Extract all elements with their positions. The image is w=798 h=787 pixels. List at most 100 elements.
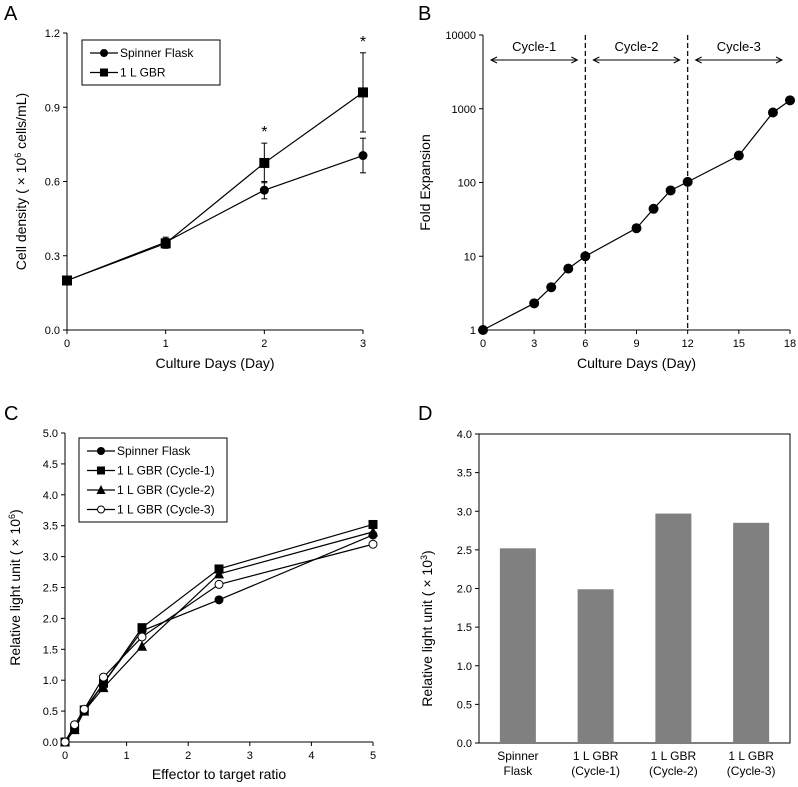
legend-marker <box>97 447 105 455</box>
cycle-label: Cycle-3 <box>717 39 761 54</box>
data-point <box>358 151 368 161</box>
x-axis-label: Culture Days (Day) <box>577 355 696 371</box>
data-point <box>358 87 368 98</box>
y-tick-label: 2.0 <box>457 584 472 596</box>
y-tick-label: 3.0 <box>43 552 58 564</box>
data-point <box>137 640 147 651</box>
y-tick-label: 3.5 <box>457 468 472 480</box>
data-point <box>368 526 378 537</box>
y-tick-label: 1.5 <box>43 644 58 656</box>
data-point <box>62 275 72 286</box>
data-point <box>160 238 171 249</box>
data-point <box>214 568 224 579</box>
cycle-arrowhead <box>592 56 600 64</box>
y-tick-label: 3.5 <box>43 521 58 533</box>
legend-marker <box>97 505 105 514</box>
data-point <box>563 263 574 274</box>
series-line <box>64 531 374 743</box>
y-tick-label: 2.5 <box>43 583 58 595</box>
data-point <box>665 185 676 196</box>
cycle-arrowhead <box>673 56 681 64</box>
y-tick-label: 2.0 <box>43 613 58 625</box>
panel-c: C 0.0 0.5 1.0 1.5 2.0 2.5 3.0 3.5 4.0 4.5 5.0 0 1 2 3 4 5… <box>4 403 378 782</box>
x-tick-label: 1 <box>124 750 130 762</box>
legend-marker <box>96 485 106 494</box>
x-category-label: (Cycle-1) <box>571 764 620 778</box>
x-axis-label: Culture Days (Day) <box>155 355 274 371</box>
legend-marker <box>100 68 108 77</box>
x-tick-label: 6 <box>582 338 588 350</box>
y-tick-label: 0.0 <box>45 325 60 337</box>
y-tick-label: 0.9 <box>45 102 60 114</box>
y-tick-label: 4.0 <box>43 490 58 502</box>
legend-box <box>81 39 221 86</box>
data-point <box>259 157 270 168</box>
cycle-arrowhead <box>571 56 579 64</box>
y-tick-label: 0.0 <box>457 738 472 750</box>
x-tick-label: 9 <box>633 338 639 350</box>
bar <box>577 589 614 743</box>
series-line <box>66 154 364 282</box>
data-point <box>529 298 540 309</box>
data-point <box>214 579 224 589</box>
y-tick-label: 1.2 <box>45 28 60 40</box>
x-tick-label: 3 <box>531 338 537 350</box>
cycle-arrowhead <box>489 56 498 64</box>
legend-label: 1 L GBR <box>120 66 166 80</box>
data-point <box>580 251 591 262</box>
y-tick-label: 4.5 <box>43 459 58 471</box>
data-point <box>733 150 744 161</box>
y-axis-label: Relative light unit ( × 103) <box>419 550 435 706</box>
significance-marker: * <box>261 124 267 141</box>
data-point <box>682 176 693 187</box>
significance-marker: * <box>360 34 366 51</box>
data-point <box>785 95 795 106</box>
x-axis-label: Effector to target ratio <box>152 766 287 782</box>
y-tick-label: 1.5 <box>457 622 472 634</box>
data-point <box>767 107 778 118</box>
x-tick-label: 0 <box>64 338 70 350</box>
x-category-label: Spinner <box>497 749 538 763</box>
panel-a: A 0.0 0.3 0.6 0.9 1.2 0 1 2 3 Culture Days (Day) Ce… <box>4 3 368 371</box>
panel-label-d: D <box>418 403 432 425</box>
x-tick-label: 2 <box>185 750 191 762</box>
y-tick-label: 5.0 <box>43 428 58 440</box>
panel-label-c: C <box>4 403 18 425</box>
x-category-label: 1 L GBR <box>728 749 774 763</box>
data-point <box>214 595 224 605</box>
data-point <box>60 737 70 747</box>
y-tick-label: 100 <box>458 178 476 190</box>
legend-marker <box>97 466 105 475</box>
cycle-label: Cycle-2 <box>614 39 658 54</box>
x-tick-label: 15 <box>733 338 745 350</box>
data-point <box>478 325 488 335</box>
data-point <box>631 223 642 234</box>
legend-label: 1 L GBR (Cycle-1) <box>117 464 215 478</box>
y-tick-label: 1000 <box>452 104 476 116</box>
y-tick-label: 2.5 <box>457 545 472 557</box>
y-tick-label: 4.0 <box>457 429 472 441</box>
y-axis-label: Relative light unit ( × 106) <box>7 509 23 665</box>
data-point <box>99 672 108 682</box>
y-tick-label: 0.3 <box>45 251 60 263</box>
y-tick-label: 0.0 <box>43 737 58 749</box>
series-line <box>64 523 374 743</box>
x-tick-label: 5 <box>370 750 376 762</box>
data-point <box>98 682 109 693</box>
cycle-arrowhead <box>775 56 784 64</box>
panel-d: D 0.0 0.5 1.0 1.5 2.0 2.5 3.0 3.5 4.0 Relative lig… <box>418 403 791 778</box>
legend-label: Spinner Flask <box>117 444 191 458</box>
data-point <box>648 203 659 214</box>
series-line <box>66 91 364 282</box>
y-axis-label: Cell density ( × 106 cells/mL) <box>13 93 29 270</box>
cycle-arrowhead <box>694 56 702 64</box>
y-tick-label: 0.5 <box>457 699 472 711</box>
y-tick-label: 1.0 <box>43 675 58 687</box>
data-point <box>368 539 378 549</box>
x-category-label: 1 L GBR <box>573 749 619 763</box>
y-tick-label: 10 <box>464 251 476 263</box>
x-tick-label: 2 <box>261 338 267 350</box>
x-tick-label: 18 <box>784 338 796 350</box>
x-tick-label: 0 <box>62 750 68 762</box>
